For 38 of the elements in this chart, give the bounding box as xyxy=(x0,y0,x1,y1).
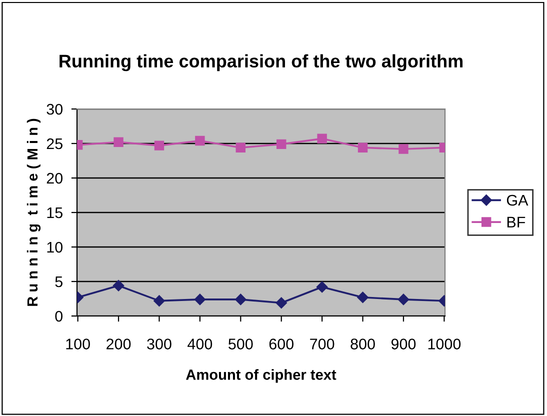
y-tick-label: 15 xyxy=(47,208,62,218)
x-tick-label: 300 xyxy=(147,338,172,350)
x-tick-label: 800 xyxy=(350,338,375,350)
point xyxy=(195,136,205,146)
point xyxy=(235,294,246,306)
point xyxy=(114,137,124,147)
legend-label: GA xyxy=(506,194,528,206)
y-tick-label: 25 xyxy=(46,138,62,150)
point xyxy=(398,144,408,154)
x-axis-title: Amount of cipher text xyxy=(186,369,336,383)
point xyxy=(276,139,286,150)
y-tick-label: 30 xyxy=(46,104,63,115)
x-tick-label: 1000 xyxy=(428,338,461,350)
x-tick-label: 500 xyxy=(228,338,253,350)
x-tick-label: 700 xyxy=(310,338,334,350)
legend-label: BF xyxy=(507,216,526,228)
y-tick-label: 20 xyxy=(46,172,63,184)
y-tick-label: 10 xyxy=(47,242,63,253)
x-tick-label: 400 xyxy=(188,338,212,350)
point xyxy=(317,134,327,144)
point xyxy=(236,142,246,152)
point xyxy=(316,281,328,293)
x-tick-label: 200 xyxy=(106,338,131,350)
y-axis-title: R u n n i n g t i m e ( M i n ) xyxy=(26,118,41,306)
x-tick-label: 600 xyxy=(269,338,294,350)
y-tick-label: 5 xyxy=(55,276,62,288)
point xyxy=(112,280,124,292)
x-tick-label: 900 xyxy=(391,338,416,350)
x-tick-label: 100 xyxy=(66,338,90,350)
point xyxy=(398,294,410,306)
y-tick-label: 0 xyxy=(55,310,63,322)
point xyxy=(357,292,368,303)
point xyxy=(276,297,287,308)
chart-title: Running time comparision of the two algorithm xyxy=(60,54,463,72)
point xyxy=(154,295,165,306)
point xyxy=(358,142,368,152)
point xyxy=(154,140,164,150)
point xyxy=(194,294,206,306)
